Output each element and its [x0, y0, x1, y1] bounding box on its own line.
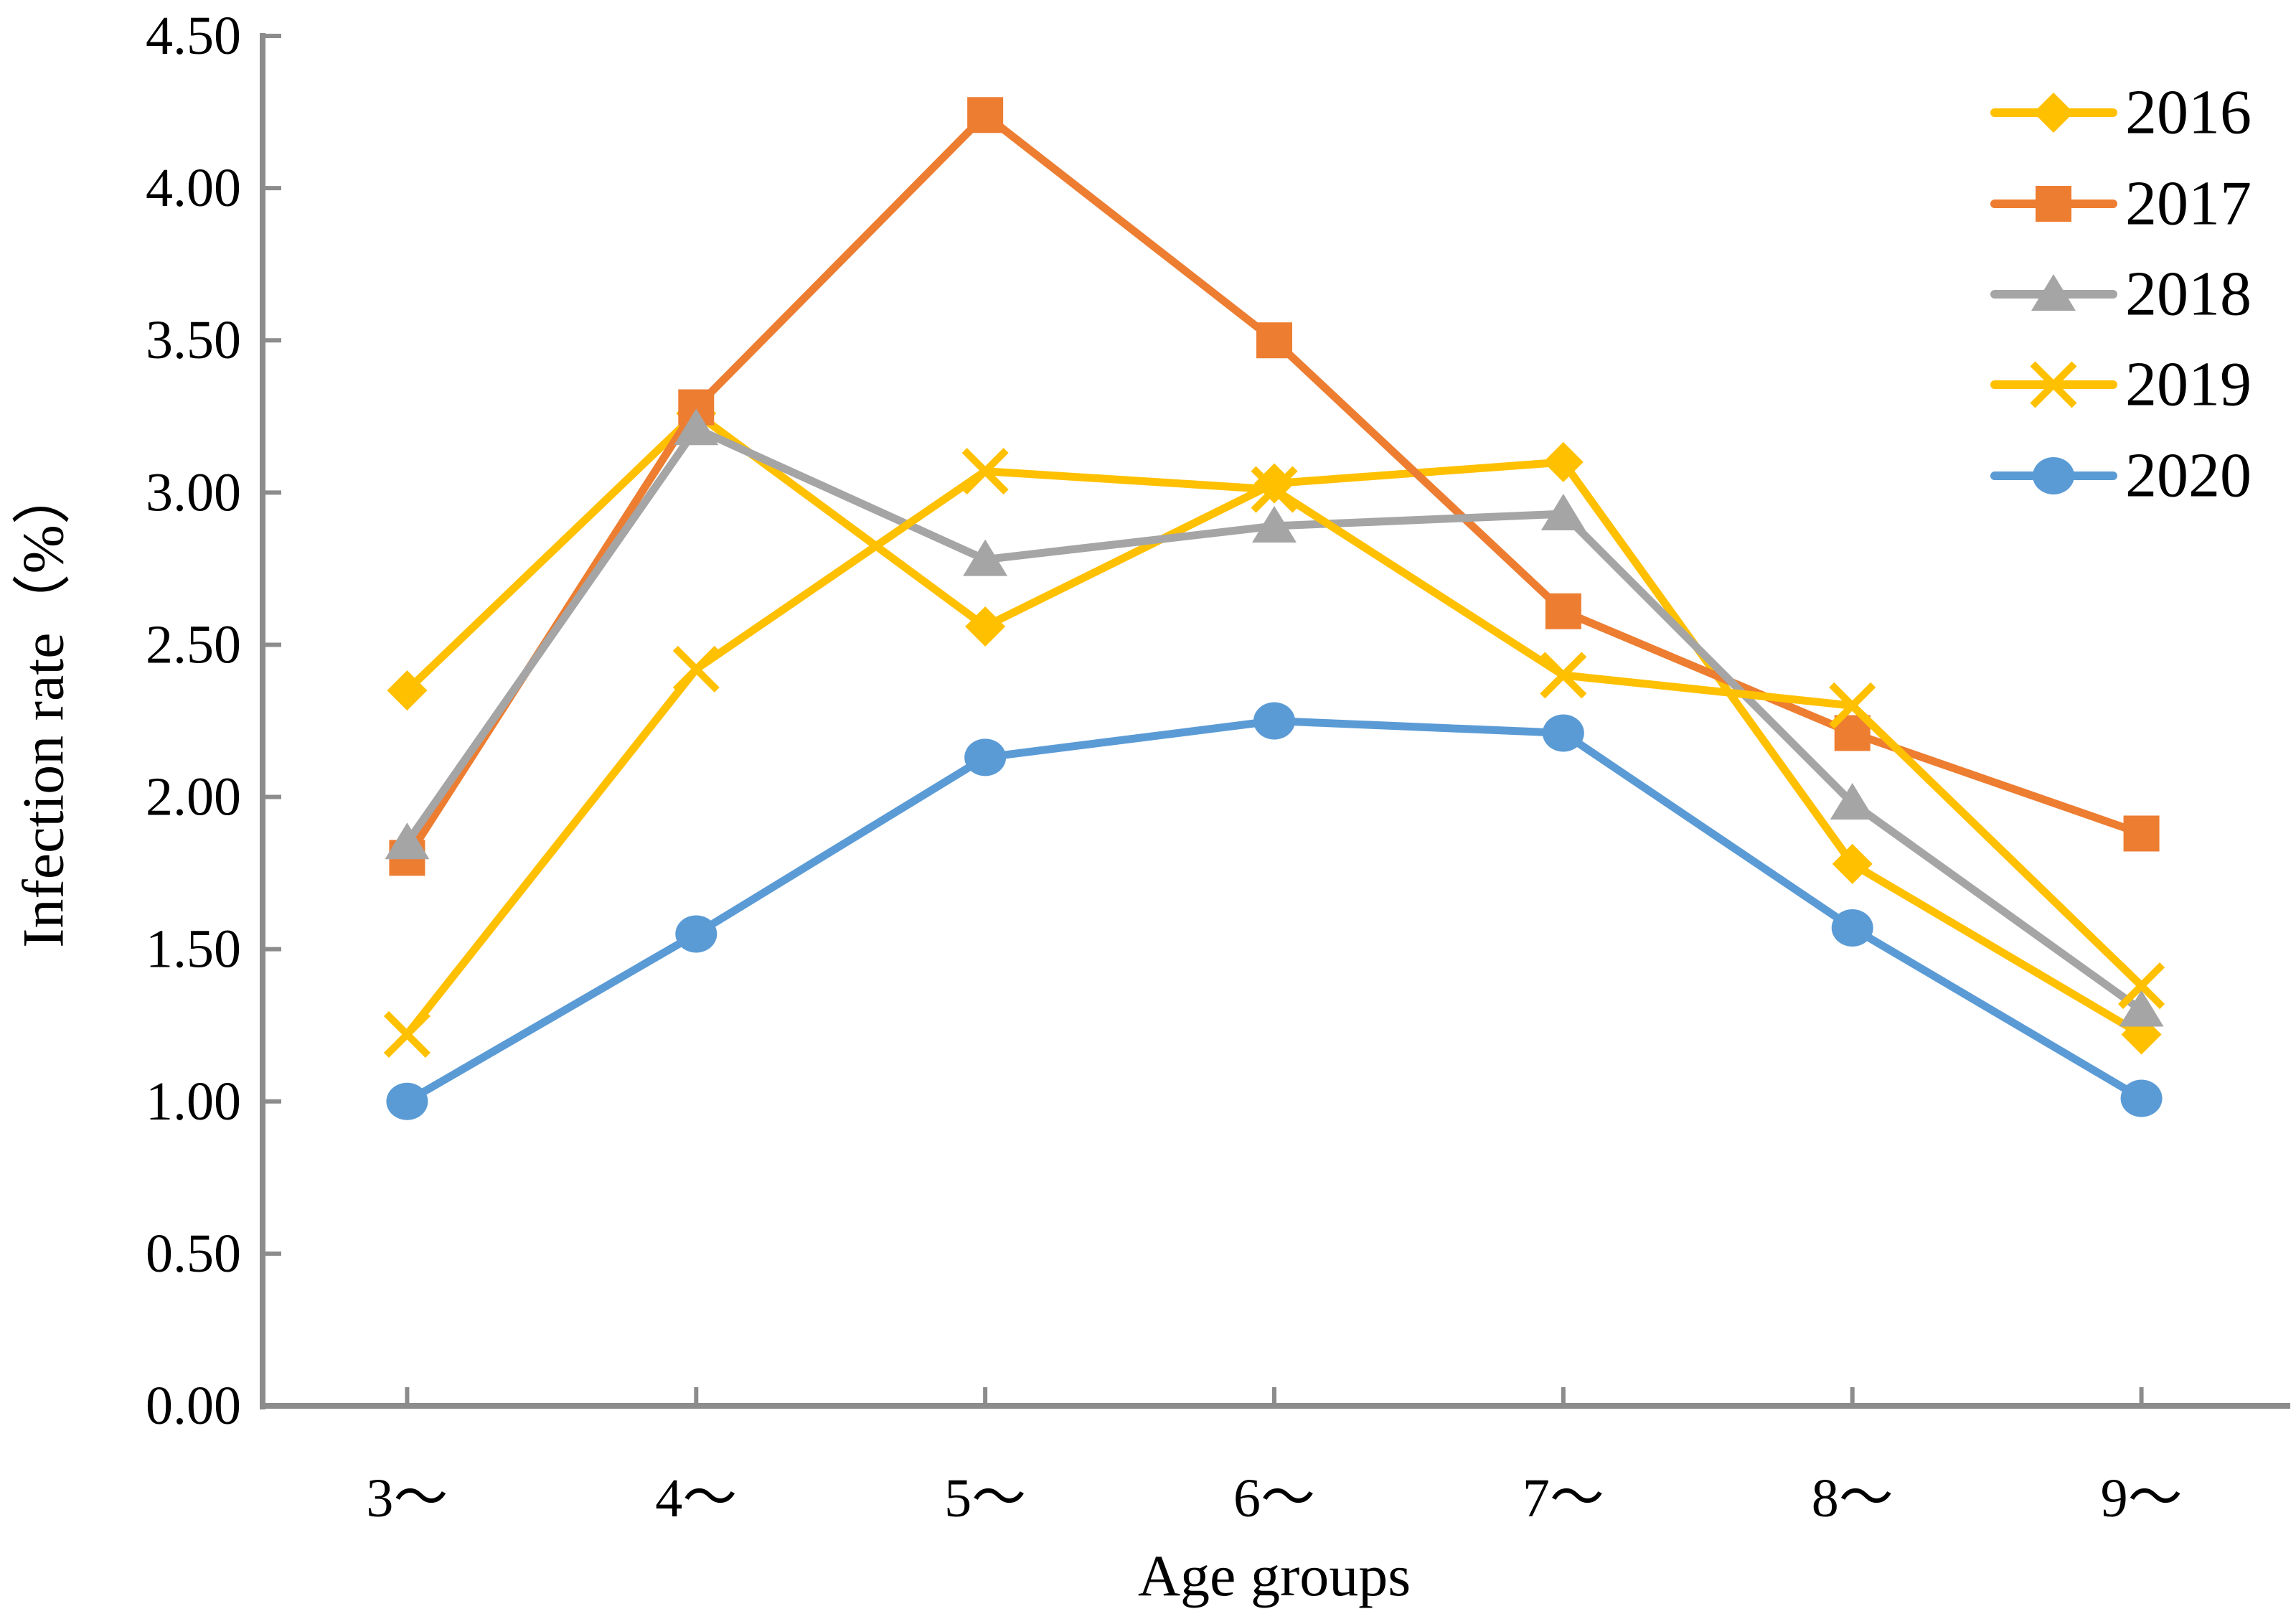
x-axis-title: Age groups: [1137, 1543, 1411, 1608]
series-2019: [383, 448, 2165, 1058]
legend-label-2016: 2016: [2125, 78, 2252, 148]
y-tick-label: 1.50: [146, 919, 241, 980]
legend-item-2018: 2018: [1990, 260, 2252, 329]
data-point-2019-2: [961, 448, 1009, 495]
data-point-2017-6: [2123, 815, 2160, 852]
data-point-2018-4: [1540, 494, 1586, 531]
data-point-2020-5: [1831, 909, 1873, 947]
legend-item-2019: 2019: [1990, 350, 2252, 420]
data-point-2016-4: [1543, 441, 1584, 482]
data-point-2019-3: [1251, 466, 1298, 513]
series-2020: [386, 702, 2163, 1120]
y-tick-label: 1.00: [146, 1071, 241, 1132]
legend-marker-2016: [2033, 93, 2074, 133]
series-2018: [385, 408, 2164, 1027]
data-point-2018-1: [674, 408, 719, 446]
data-point-2018-3: [1252, 505, 1297, 543]
x-tick-label: 5～: [944, 1468, 1026, 1529]
data-point-2020-2: [964, 738, 1007, 776]
legend-item-2017: 2017: [1990, 169, 2252, 239]
data-point-2020-3: [1253, 702, 1295, 740]
data-point-2017-3: [1256, 322, 1292, 359]
legend: 2016 2017 2018 2019 2020: [1990, 78, 2252, 511]
y-tick-label: 0.00: [146, 1376, 241, 1436]
data-point-2019-6: [2118, 962, 2165, 1010]
data-point-2019-1: [672, 645, 720, 693]
y-tick-label: 2.00: [146, 767, 241, 827]
x-tick-label: 8～: [1812, 1468, 1893, 1529]
axes: 0.00 0.50 1.00 1.50 2.00 2.50 3.00 3.50 4.00 4.50…: [146, 6, 2290, 1529]
legend-marker-2020: [2033, 457, 2074, 494]
legend-label-2020: 2020: [2125, 441, 2252, 511]
data-point-2020-4: [1542, 714, 1584, 752]
x-tick-label: 6～: [1233, 1468, 1315, 1529]
data-point-2018-0: [385, 822, 430, 860]
legend-marker-2018: [2031, 274, 2076, 311]
data-point-2018-5: [1830, 783, 1875, 820]
legend-marker-2019: [2030, 361, 2077, 408]
data-point-2016-5: [1832, 843, 1873, 884]
y-tick-label: 2.50: [146, 614, 241, 675]
data-point-2019-0: [383, 1010, 430, 1058]
data-point-2020-6: [2120, 1079, 2163, 1117]
x-tick-label: 4～: [655, 1468, 737, 1529]
y-tick-label: 3.50: [146, 310, 241, 370]
legend-marker-2017: [2036, 186, 2071, 222]
data-point-2017-2: [967, 97, 1004, 133]
legend-label-2017: 2017: [2125, 169, 2252, 239]
data-point-2016-0: [387, 670, 428, 711]
data-point-2018-6: [2119, 990, 2164, 1027]
data-point-2020-1: [675, 915, 718, 953]
x-tick-label: 7～: [1523, 1468, 1604, 1529]
legend-label-2018: 2018: [2125, 260, 2252, 329]
data-point-2019-5: [1829, 682, 1876, 729]
data-point-2019-4: [1540, 652, 1587, 699]
y-axis-title: Infection rate（%）: [10, 466, 76, 948]
data-point-2016-2: [965, 606, 1006, 647]
x-tick-label: 9～: [2101, 1468, 2183, 1529]
y-tick-label: 4.50: [146, 6, 241, 66]
y-tick-label: 4.00: [146, 158, 241, 218]
y-tick-label: 3.00: [146, 462, 241, 522]
data-point-2020-0: [386, 1082, 428, 1120]
legend-label-2019: 2019: [2125, 350, 2252, 420]
x-tick-label: 3～: [366, 1468, 448, 1529]
y-tick-label: 0.50: [146, 1224, 241, 1284]
legend-item-2016: 2016: [1990, 78, 2252, 148]
data-point-2017-4: [1545, 593, 1581, 629]
data-point-2018-2: [963, 539, 1008, 576]
series-line-2020: [403, 717, 2146, 1106]
legend-item-2020: 2020: [1990, 441, 2252, 511]
